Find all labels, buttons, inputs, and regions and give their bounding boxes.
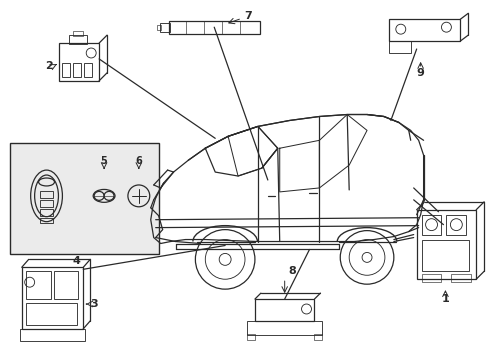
Bar: [73, 31, 83, 36]
Bar: [246, 321, 322, 335]
Bar: [156, 25, 161, 30]
Text: 4: 4: [72, 256, 80, 266]
Text: 9: 9: [416, 68, 424, 78]
Bar: [168, 21, 259, 34]
Bar: [160, 23, 169, 32]
Bar: [26, 271, 50, 299]
Text: 2: 2: [44, 61, 52, 71]
Text: 8: 8: [288, 266, 296, 276]
Bar: [40, 200, 53, 207]
Bar: [421, 239, 468, 271]
Bar: [62, 63, 70, 77]
Bar: [416, 210, 475, 279]
Bar: [10, 143, 158, 255]
Bar: [40, 218, 53, 223]
Bar: [20, 329, 85, 341]
Bar: [421, 215, 441, 235]
Bar: [21, 267, 83, 329]
Bar: [26, 303, 77, 325]
Text: 1: 1: [441, 294, 448, 304]
Text: 5: 5: [101, 156, 107, 166]
Bar: [54, 271, 78, 299]
Bar: [421, 274, 441, 282]
Bar: [246, 334, 254, 340]
Bar: [60, 43, 99, 81]
Text: 6: 6: [135, 156, 142, 166]
Text: 3: 3: [90, 299, 98, 309]
Text: 7: 7: [244, 11, 251, 21]
Bar: [84, 63, 92, 77]
Bar: [254, 299, 314, 321]
Bar: [446, 215, 466, 235]
Bar: [388, 41, 410, 53]
Bar: [314, 334, 322, 340]
Bar: [69, 35, 87, 44]
Bar: [388, 19, 459, 41]
Bar: [40, 209, 53, 216]
Bar: [450, 274, 470, 282]
Bar: [40, 191, 53, 198]
Bar: [73, 63, 81, 77]
